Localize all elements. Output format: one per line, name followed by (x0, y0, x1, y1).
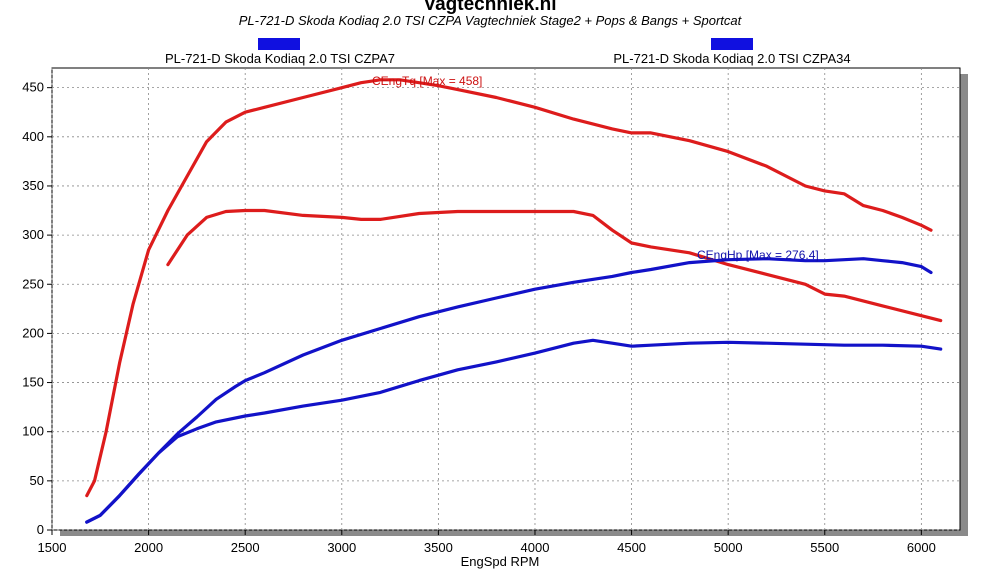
legend-swatch-1 (258, 38, 300, 50)
x-tick-label: 2000 (134, 540, 163, 555)
x-tick-label: 5500 (810, 540, 839, 555)
plot-area (51, 67, 961, 531)
torque-line-stage2 (85, 78, 933, 498)
x-tick-label: 4500 (617, 540, 646, 555)
chart-title: Vagtechniek.nl (423, 0, 556, 15)
x-tick-label: 2500 (231, 540, 260, 555)
grid (51, 68, 960, 531)
x-axis-ticks: 1500 2000 2500 3000 3500 4000 4500 5000 5500 6000 (38, 530, 936, 555)
y-tick-label: 150 (22, 375, 44, 390)
power-line-stage2 (85, 257, 933, 524)
series-lines (85, 78, 943, 524)
legend-label-2: PL-721-D Skoda Kodiaq 2.0 TSI CZPA34 (613, 51, 850, 66)
legend-swatch-2 (711, 38, 753, 50)
y-tick-label: 0 (37, 522, 44, 537)
x-tick-label: 1500 (38, 540, 67, 555)
x-tick-label: 3000 (327, 540, 356, 555)
x-tick-label: 5000 (714, 540, 743, 555)
legend: PL-721-D Skoda Kodiaq 2.0 TSI CZPA7 PL-7… (165, 38, 851, 66)
y-tick-label: 300 (22, 227, 44, 242)
y-tick-label: 250 (22, 276, 44, 291)
y-tick-label: 450 (22, 80, 44, 95)
y-tick-label: 100 (22, 424, 44, 439)
x-axis-label: EngSpd RPM (461, 554, 540, 569)
annotation-torque-max: CEngTq [Max = 458] (372, 74, 482, 88)
legend-label-1: PL-721-D Skoda Kodiaq 2.0 TSI CZPA7 (165, 51, 395, 66)
annotation-power-max: CEngHp [Max = 276.4] (697, 248, 819, 262)
x-tick-label: 6000 (907, 540, 936, 555)
chart-subtitle: PL-721-D Skoda Kodiaq 2.0 TSI CZPA Vagte… (239, 13, 743, 28)
torque-line-stock (166, 208, 943, 323)
power-line-stock (85, 338, 943, 524)
y-tick-label: 200 (22, 325, 44, 340)
y-tick-label: 350 (22, 178, 44, 193)
y-axis-ticks: 0 50 100 150 200 250 300 350 400 450 (22, 80, 52, 537)
y-tick-label: 50 (30, 473, 44, 488)
y-tick-label: 400 (22, 129, 44, 144)
x-tick-label: 3500 (424, 540, 453, 555)
x-tick-label: 4000 (521, 540, 550, 555)
